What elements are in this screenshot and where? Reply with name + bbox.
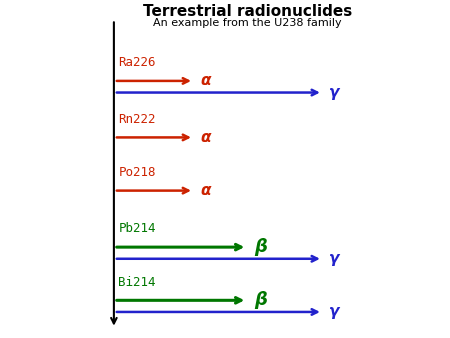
Text: Pb214: Pb214	[118, 222, 156, 236]
Text: α: α	[201, 73, 211, 89]
Text: α: α	[201, 183, 211, 198]
Text: Bi214: Bi214	[118, 276, 156, 289]
Text: β: β	[254, 238, 267, 256]
Text: Ra226: Ra226	[118, 56, 156, 69]
Text: γ: γ	[329, 251, 340, 266]
Text: Po218: Po218	[118, 166, 156, 179]
Text: Rn222: Rn222	[118, 113, 156, 126]
Text: α: α	[201, 130, 211, 145]
Text: β: β	[254, 291, 267, 309]
Text: Terrestrial radionuclides: Terrestrial radionuclides	[143, 4, 352, 20]
Text: An example from the U238 family: An example from the U238 family	[153, 18, 342, 28]
Text: γ: γ	[329, 85, 340, 100]
Text: γ: γ	[329, 305, 340, 319]
